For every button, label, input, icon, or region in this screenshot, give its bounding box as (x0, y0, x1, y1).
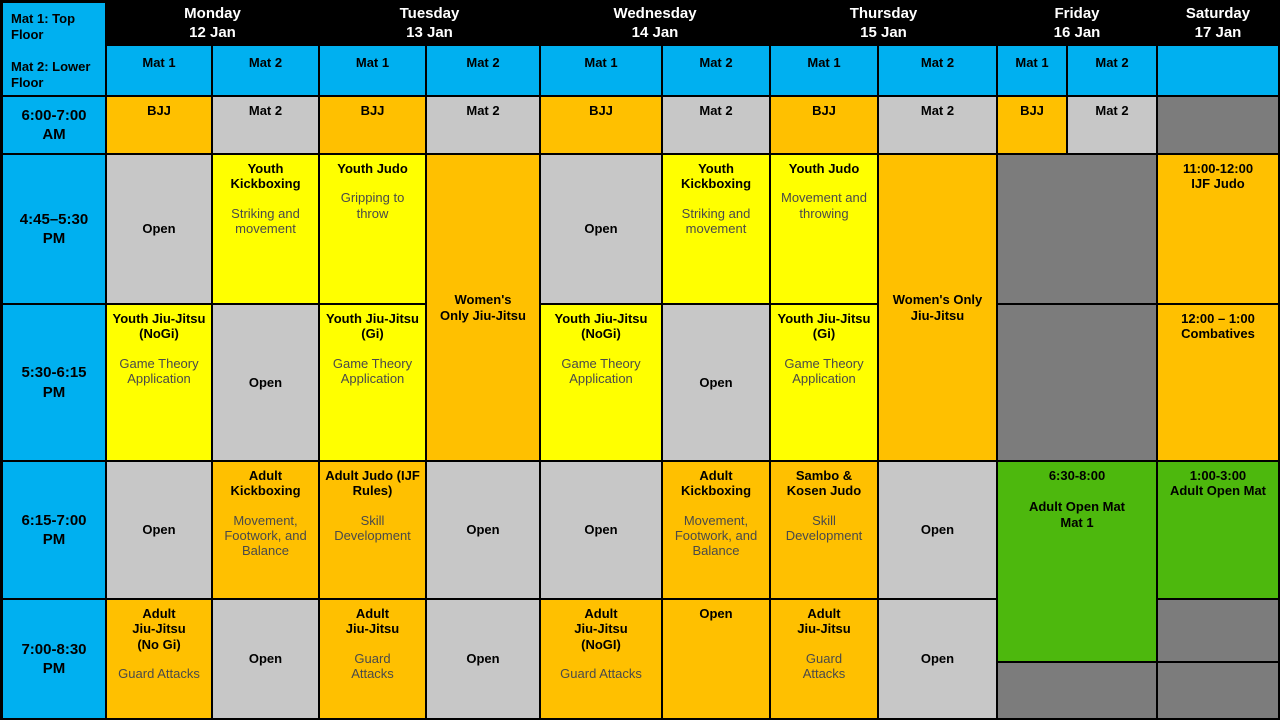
cell-tuesday-mat1-6am: BJJ (320, 97, 427, 155)
cell-tuesday-mat2-615pm: Open (427, 462, 541, 600)
cell-monday-mat2-615pm: Adult Kickboxing Movement, Footwork, and … (213, 462, 320, 600)
cell-monday-mat2-6am: Mat 2 (213, 97, 320, 155)
cell-wednesday-mat1-530pm: Youth Jiu-Jitsu (NoGi) Game Theory Applic… (541, 305, 663, 462)
day-header-wednesday: Wednesday 14 Jan (541, 3, 771, 46)
cell-monday-mat1-530pm: Youth Jiu-Jitsu (NoGi) Game Theory Applic… (107, 305, 213, 462)
mat-header-friday-mat1: Mat 1 (998, 46, 1068, 97)
cell-wednesday-mat2-6am: Mat 2 (663, 97, 771, 155)
cell-wednesday-mat2-445pm: Youth Kickboxing Striking and movement (663, 155, 771, 305)
cell-saturday-700pm-empty-lower (1158, 663, 1280, 720)
cell-monday-mat1-445pm: Open (107, 155, 213, 305)
cell-tuesday-mat2-womens-jiujitsu: Women's Only Jiu-Jitsu (427, 155, 541, 462)
legend-line-1: Mat 1: Top Floor (11, 11, 76, 43)
cell-saturday-700pm-empty-upper (1158, 600, 1280, 663)
day-header-thursday: Thursday 15 Jan (771, 3, 998, 46)
mat-header-wednesday-mat2: Mat 2 (663, 46, 771, 97)
day-header-friday: Friday 16 Jan (998, 3, 1158, 46)
cell-wednesday-mat1-6am: BJJ (541, 97, 663, 155)
cell-saturday-ijf-judo: 11:00-12:00 IJF Judo (1158, 155, 1280, 305)
time-label-445pm: 4:45–5:30 PM (3, 155, 107, 305)
cell-thursday-mat1-700pm: Adult Jiu-Jitsu Guard Attacks (771, 600, 879, 720)
cell-tuesday-mat1-615pm: Adult Judo (IJF Rules) Skill Development (320, 462, 427, 600)
legend-line-2: Mat 2: Lower Floor (11, 58, 91, 90)
mat-header-thursday-mat2: Mat 2 (879, 46, 998, 97)
time-label-615pm: 6:15-7:00 PM (3, 462, 107, 600)
time-label-700pm: 7:00-8:30 PM (3, 600, 107, 720)
day-name: Wednesday (613, 4, 697, 22)
day-header-tuesday: Tuesday 13 Jan (320, 3, 541, 46)
day-name: Monday (184, 4, 241, 22)
mat-header-tuesday-mat1: Mat 1 (320, 46, 427, 97)
mat-header-monday-mat2: Mat 2 (213, 46, 320, 97)
day-header-monday: Monday 12 Jan (107, 3, 320, 46)
cell-monday-mat1-700pm: Adult Jiu-Jitsu (No Gi) Guard Attacks (107, 600, 213, 720)
day-date: 16 Jan (1053, 23, 1101, 41)
cell-tuesday-mat2-6am: Mat 2 (427, 97, 541, 155)
cell-wednesday-mat2-700pm: Open (663, 600, 771, 720)
day-date: 17 Jan (1194, 23, 1242, 41)
cell-monday-mat1-615pm: Open (107, 462, 213, 600)
mat-legend: Mat 1: Top Floor Mat 2: Lower Floor (3, 3, 107, 97)
day-header-saturday: Saturday 17 Jan (1158, 3, 1280, 46)
cell-friday-adult-open-mat: 6:30-8:00 Adult Open Mat Mat 1 (998, 462, 1158, 663)
day-name: Friday (1054, 4, 1100, 22)
cell-thursday-mat2-700pm: Open (879, 600, 998, 720)
day-date: 13 Jan (406, 23, 453, 41)
cell-tuesday-mat1-700pm: Adult Jiu-Jitsu Guard Attacks (320, 600, 427, 720)
mat-header-friday-mat2: Mat 2 (1068, 46, 1158, 97)
cell-saturday-combatives: 12:00 – 1:00 Combatives (1158, 305, 1280, 462)
day-date: 12 Jan (189, 23, 236, 41)
cell-saturday-adult-open-mat: 1:00-3:00 Adult Open Mat (1158, 462, 1280, 600)
mat-header-tuesday-mat2: Mat 2 (427, 46, 541, 97)
cell-tuesday-mat1-445pm: Youth Judo Gripping to throw (320, 155, 427, 305)
day-name: Saturday (1185, 4, 1251, 22)
cell-monday-mat1-6am: BJJ (107, 97, 213, 155)
cell-friday-late-empty (998, 663, 1158, 720)
cell-friday-530pm-empty (998, 305, 1158, 462)
time-label-530pm: 5:30-6:15 PM (3, 305, 107, 462)
cell-wednesday-mat2-615pm: Adult Kickboxing Movement, Footwork, and … (663, 462, 771, 600)
cell-friday-445pm-empty (998, 155, 1158, 305)
day-name: Thursday (849, 4, 918, 22)
mat-header-saturday-empty (1158, 46, 1280, 97)
day-date: 15 Jan (860, 23, 907, 41)
cell-monday-mat2-530pm: Open (213, 305, 320, 462)
cell-thursday-mat1-445pm: Youth Judo Movement and throwing (771, 155, 879, 305)
cell-thursday-mat2-615pm: Open (879, 462, 998, 600)
cell-monday-mat2-445pm: Youth Kickboxing Striking and movement (213, 155, 320, 305)
cell-wednesday-mat2-530pm: Open (663, 305, 771, 462)
cell-wednesday-mat1-445pm: Open (541, 155, 663, 305)
cell-thursday-mat1-6am: BJJ (771, 97, 879, 155)
cell-tuesday-mat1-530pm: Youth Jiu-Jitsu (Gi) Game Theory Applicat… (320, 305, 427, 462)
mat-header-monday-mat1: Mat 1 (107, 46, 213, 97)
cell-wednesday-mat1-615pm: Open (541, 462, 663, 600)
cell-saturday-6am-empty (1158, 97, 1280, 155)
cell-monday-mat2-700pm: Open (213, 600, 320, 720)
time-label-6am: 6:00-7:00 AM (3, 97, 107, 155)
cell-friday-mat2-6am: Mat 2 (1068, 97, 1158, 155)
cell-thursday-mat1-615pm: Sambo & Kosen Judo Skill Development (771, 462, 879, 600)
mat-header-thursday-mat1: Mat 1 (771, 46, 879, 97)
day-name: Tuesday (399, 4, 460, 22)
cell-tuesday-mat2-700pm: Open (427, 600, 541, 720)
cell-thursday-mat2-womens-jiujitsu: Women's Only Jiu-Jitsu (879, 155, 998, 462)
cell-friday-mat1-6am: BJJ (998, 97, 1068, 155)
cell-thursday-mat2-6am: Mat 2 (879, 97, 998, 155)
cell-thursday-mat1-530pm: Youth Jiu-Jitsu (Gi) Game Theory Applicat… (771, 305, 879, 462)
day-date: 14 Jan (631, 23, 679, 41)
mat-header-wednesday-mat1: Mat 1 (541, 46, 663, 97)
cell-wednesday-mat1-700pm: Adult Jiu-Jitsu (NoGI) Guard Attacks (541, 600, 663, 720)
